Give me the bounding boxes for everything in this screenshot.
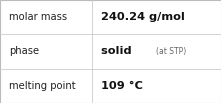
- Text: 240.24 g/mol: 240.24 g/mol: [101, 12, 185, 22]
- Text: 109 °C: 109 °C: [101, 81, 142, 91]
- Text: (at STP): (at STP): [156, 47, 186, 56]
- Text: melting point: melting point: [9, 81, 75, 91]
- Text: phase: phase: [9, 46, 39, 57]
- Text: solid: solid: [101, 46, 139, 57]
- Text: molar mass: molar mass: [9, 12, 67, 22]
